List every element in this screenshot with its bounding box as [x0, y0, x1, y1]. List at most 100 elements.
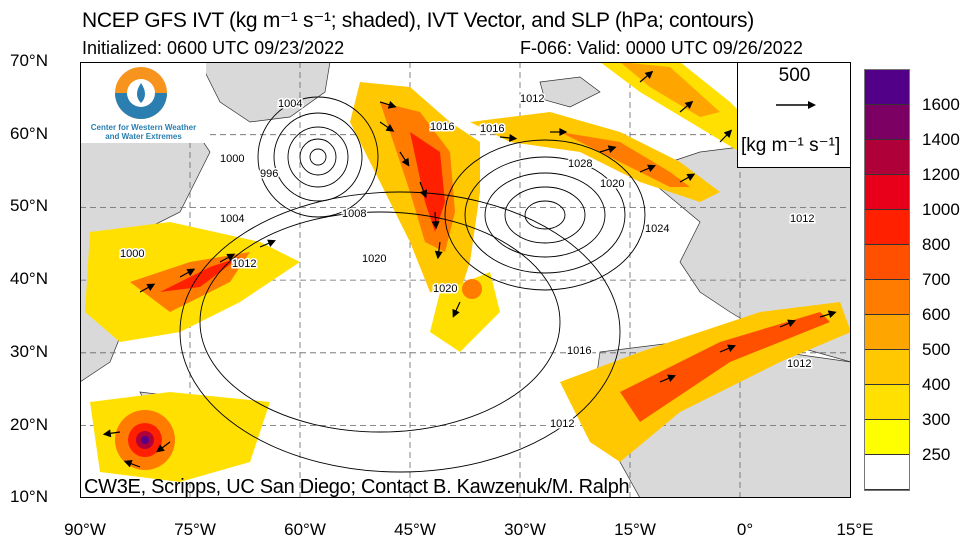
ivt-vector-arrowhead [123, 459, 133, 468]
ivt-vector-arrowhead [727, 344, 736, 352]
valid-time: F-066: Valid: 0000 UTC 09/26/2022 [520, 38, 803, 58]
contour-label: 1020 [433, 283, 457, 295]
contour-label: 1016 [430, 121, 454, 133]
colorbar-label: 500 [922, 340, 951, 359]
ivt-vector-arrowhead [559, 128, 568, 136]
ivt-vector-arrowhead [102, 429, 112, 438]
lat-label: 60°N [10, 123, 48, 143]
ivt-vector-arrowhead [644, 70, 654, 79]
ivt-vector-arrowhead [787, 319, 796, 327]
colorbar-label: 1000 [922, 200, 960, 219]
lat-label: 40°N [10, 269, 48, 289]
contour-label: 1012 [232, 258, 256, 270]
contour-labels: 1004 1000 996 1008 1004 1000 1012 1020 1020 1016 1… [119, 92, 816, 432]
ivt-vector-arrowhead [156, 444, 165, 453]
lon-label: 60°W [284, 520, 326, 539]
lon-label: 15°W [614, 520, 656, 539]
lon-label: 15°E [836, 520, 874, 539]
colorbar-swatch [865, 385, 909, 420]
colorbar-swatch [865, 245, 909, 280]
greenland [199, 62, 331, 123]
ivt-vectors [102, 70, 837, 468]
contour-label: 1012 [520, 93, 544, 105]
slp-contours [179, 96, 646, 473]
vector-legend-value: 500 [778, 65, 811, 86]
ivt-vector-arrowhead [452, 308, 460, 318]
vector-legend-units: [kg m⁻¹ s⁻¹] [741, 135, 841, 156]
ivt-vector-arrowhead [607, 145, 617, 154]
colorbar-swatch [865, 280, 909, 315]
initialized-time: Initialized: 0600 UTC 09/23/2022 [82, 38, 345, 58]
cw3e-logo-icon [115, 67, 167, 119]
ivt-vector-arrowhead [647, 164, 656, 172]
lon-label: 0° [736, 520, 754, 539]
contour-label: 1004 [220, 213, 244, 225]
ivt-vector-arrowhead [508, 133, 518, 142]
credit-text: CW3E, Scripps, UC San Diego; Contact B. … [84, 476, 630, 498]
colorbar-label: 300 [922, 410, 951, 429]
colorbar-label: 600 [922, 305, 951, 324]
contour-label: 1000 [120, 248, 144, 260]
contour-label: 1008 [342, 208, 366, 220]
colorbar-swatch [865, 455, 909, 490]
contour-label: 1020 [362, 253, 386, 265]
colorbar-label: 250 [922, 445, 951, 464]
ivt-vector-arrowhead [686, 173, 696, 181]
ivt-shading [85, 62, 851, 482]
contour-label: 996 [260, 168, 278, 180]
colorbar-swatch [865, 210, 909, 245]
lon-label: 90°W [64, 520, 106, 539]
ivt-vector-arrowhead [186, 268, 196, 276]
colorbar-label: 1400 [922, 130, 960, 149]
colorbar-swatch [865, 315, 909, 350]
colorbar-swatch [865, 140, 909, 175]
map-frame [80, 62, 851, 498]
ivt-vector-arrowhead [419, 189, 428, 199]
ivt-vector-arrowhead [401, 157, 410, 167]
ivt-vector-arrowhead [431, 221, 440, 230]
ivt-vector-arrowhead [684, 100, 694, 109]
ivt-vector-arrowhead [267, 239, 276, 247]
low-pressure-center [309, 148, 327, 166]
ivt-vector-arrowhead [434, 250, 443, 260]
lat-label: 70°N [10, 51, 48, 70]
ivt-vector-arrowhead [827, 310, 837, 319]
ivt-vector-arrowhead [385, 124, 395, 132]
contour-label: 1016 [567, 345, 591, 357]
lat-label: 20°N [10, 414, 48, 434]
map-plot: 1004 1000 996 1008 1004 1000 1012 1020 1020 1016 1… [80, 62, 851, 498]
ivt-vector-arrowhead [226, 253, 236, 261]
contour-label: 1012 [550, 418, 574, 430]
ivt-vector-arrowhead [146, 283, 156, 291]
colorbar-swatch [865, 105, 909, 140]
colorbar-label: 400 [922, 375, 951, 394]
colorbar-label: 1200 [922, 165, 960, 184]
ivt-low-azores [430, 272, 500, 352]
lat-label: 10°N [10, 487, 48, 507]
logo-text-line2: and Water Extremes [105, 132, 182, 141]
lat-label: 30°N [10, 341, 48, 361]
logo-text-line1: Center for Western Weather [90, 123, 197, 132]
arrow-right-icon [776, 101, 816, 109]
lon-label: 45°W [394, 520, 436, 539]
lon-label: 75°W [174, 520, 216, 539]
contour-label: 1012 [790, 213, 814, 225]
cw3e-logo: Center for Western Weather and Water Ext… [81, 63, 206, 143]
contour-label: 1028 [568, 158, 592, 170]
ivt-vector-arrowhead [723, 129, 733, 139]
colorbar-label: 700 [922, 270, 951, 289]
contour-label: 1012 [787, 358, 811, 370]
colorbar-label: 1600 [922, 95, 960, 114]
ivt-vector-arrowhead [667, 374, 676, 382]
iceland [539, 76, 601, 108]
lat-label: 50°N [10, 196, 48, 216]
contour-label: 1004 [278, 98, 302, 110]
figure-title: NCEP GFS IVT (kg m⁻¹ s⁻¹; shaded), IVT V… [82, 9, 754, 32]
vector-legend: 500 [kg m⁻¹ s⁻¹] [737, 62, 851, 168]
high-pressure-center [524, 200, 566, 230]
colorbar-label: 800 [922, 235, 951, 254]
contour-label: 1016 [480, 123, 504, 135]
ivt-vector-arrowhead [387, 100, 397, 109]
colorbar-swatch [865, 175, 909, 210]
